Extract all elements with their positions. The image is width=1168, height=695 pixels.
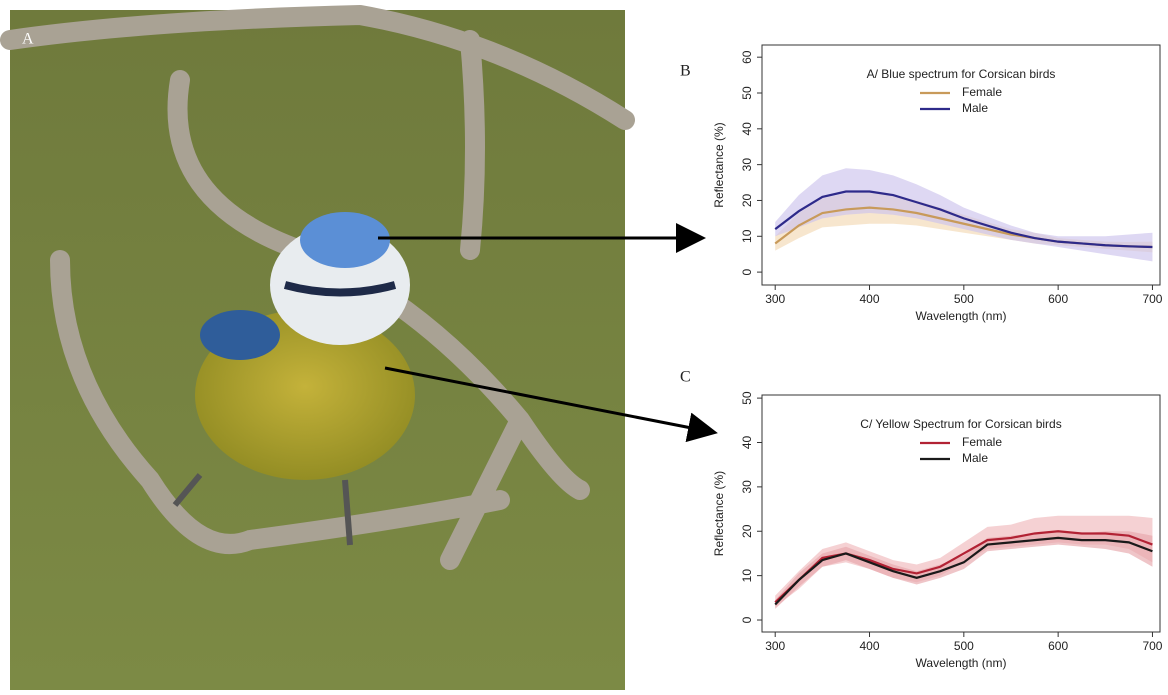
x-tick-label: 600 — [1048, 639, 1068, 653]
figure: A BFemaleMale300400500600700010203040506… — [0, 0, 1168, 690]
confidence-band — [775, 168, 1152, 261]
y-tick-label: 40 — [740, 435, 754, 449]
y-axis-title: Reflectance (%) — [712, 122, 726, 207]
y-tick-label: 10 — [740, 569, 754, 583]
legend-label: Male — [962, 451, 988, 465]
chart-title: A/ Blue spectrum for Corsican birds — [867, 67, 1056, 81]
y-axis-title: Reflectance (%) — [712, 471, 726, 556]
legend-label: Male — [962, 101, 988, 115]
legend-label: Female — [962, 435, 1002, 449]
legend-label: Female — [962, 85, 1002, 99]
x-tick-label: 600 — [1048, 292, 1068, 306]
chart-title: C/ Yellow Spectrum for Corsican birds — [860, 417, 1061, 431]
y-tick-label: 40 — [740, 122, 754, 136]
panel-label: C — [680, 369, 691, 386]
y-tick-label: 30 — [740, 158, 754, 172]
panel-label: A — [22, 31, 34, 48]
bird-crown — [300, 212, 390, 268]
x-tick-label: 500 — [954, 639, 974, 653]
x-tick-label: 700 — [1142, 639, 1162, 653]
x-axis-title: Wavelength (nm) — [916, 656, 1007, 670]
y-tick-label: 0 — [740, 268, 754, 275]
y-tick-label: 60 — [740, 50, 754, 64]
x-tick-label: 400 — [860, 292, 880, 306]
y-tick-label: 0 — [740, 616, 754, 623]
y-tick-label: 30 — [740, 480, 754, 494]
x-axis-title: Wavelength (nm) — [916, 309, 1007, 323]
y-tick-label: 50 — [740, 391, 754, 405]
bird-wing — [200, 310, 280, 360]
x-tick-label: 300 — [765, 639, 785, 653]
y-tick-label: 10 — [740, 229, 754, 243]
x-tick-label: 500 — [954, 292, 974, 306]
y-tick-label: 50 — [740, 86, 754, 100]
panel-label: B — [680, 63, 691, 80]
x-tick-label: 400 — [860, 639, 880, 653]
photo: A — [10, 10, 625, 690]
y-tick-label: 20 — [740, 193, 754, 207]
y-tick-label: 20 — [740, 524, 754, 538]
x-tick-label: 700 — [1142, 292, 1162, 306]
x-tick-label: 300 — [765, 292, 785, 306]
